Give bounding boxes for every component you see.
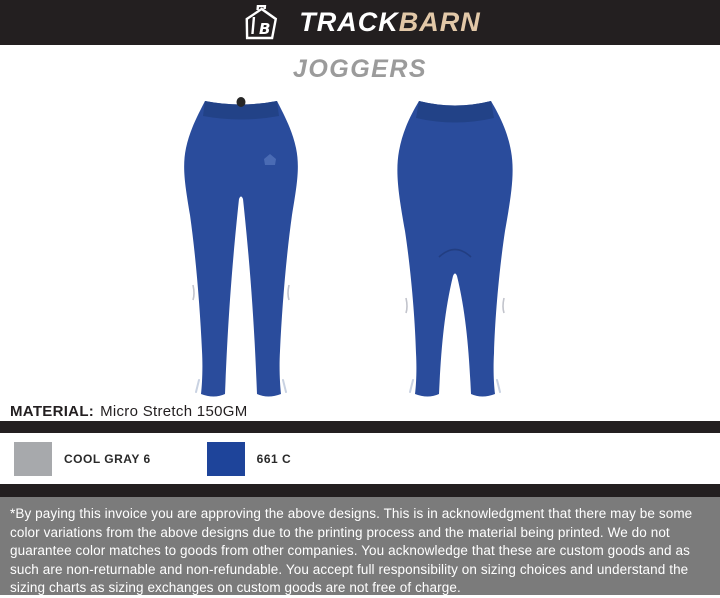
brand-wordmark: TRACK BARN bbox=[299, 7, 481, 38]
front-ankle-zipper-left bbox=[195, 379, 200, 393]
material-value: Micro Stretch 150GM bbox=[100, 403, 248, 420]
page-title: JOGGERS bbox=[292, 54, 428, 83]
front-ankle-zipper-right bbox=[282, 379, 287, 393]
divider-bar-top bbox=[0, 421, 720, 433]
product-area bbox=[0, 93, 720, 403]
back-knee-seam-right bbox=[502, 297, 505, 314]
swatch-group-661c: 661 C bbox=[206, 441, 312, 476]
material-label: MATERIAL: bbox=[10, 403, 95, 420]
back-body bbox=[397, 101, 513, 397]
back-ankle-zipper-right bbox=[496, 379, 501, 393]
brand-barn: BARN bbox=[398, 7, 481, 37]
front-knee-seam-right bbox=[287, 284, 290, 301]
color-swatch-661c bbox=[206, 441, 245, 476]
color-swatch-cool-gray bbox=[14, 441, 52, 476]
swatch-label-661c: 661 C bbox=[256, 451, 292, 466]
back-seat-seam bbox=[438, 248, 472, 258]
barn-logo-icon: B bbox=[239, 4, 285, 41]
back-knee-seam-left bbox=[405, 297, 408, 314]
brand-track: TRACK bbox=[299, 7, 399, 37]
front-knee-seam-left bbox=[192, 284, 195, 301]
back-ankle-zipper-left bbox=[409, 379, 414, 393]
front-body bbox=[184, 101, 298, 397]
disclaimer-text: *By paying this invoice you are approvin… bbox=[10, 506, 693, 595]
front-waistband bbox=[203, 101, 279, 120]
material-row: MATERIAL: Micro Stretch 150GM bbox=[0, 403, 720, 421]
jogger-front-image bbox=[184, 97, 298, 397]
title-row: JOGGERS bbox=[0, 45, 720, 93]
swatch-label-cool-gray: COOL GRAY 6 bbox=[64, 451, 151, 466]
drawstring-knob bbox=[236, 97, 246, 107]
swatch-row: COOL GRAY 6 661 C bbox=[0, 433, 720, 484]
disclaimer-footer: *By paying this invoice you are approvin… bbox=[0, 497, 720, 595]
header-bar: B TRACK BARN bbox=[0, 0, 720, 45]
svg-text:B: B bbox=[259, 20, 270, 38]
divider-bar-bottom bbox=[0, 484, 720, 497]
swatch-group-cool-gray: COOL GRAY 6 bbox=[14, 441, 171, 476]
back-waistband bbox=[416, 101, 494, 123]
thigh-logo-mark bbox=[264, 154, 276, 165]
jogger-back-image bbox=[397, 101, 513, 397]
